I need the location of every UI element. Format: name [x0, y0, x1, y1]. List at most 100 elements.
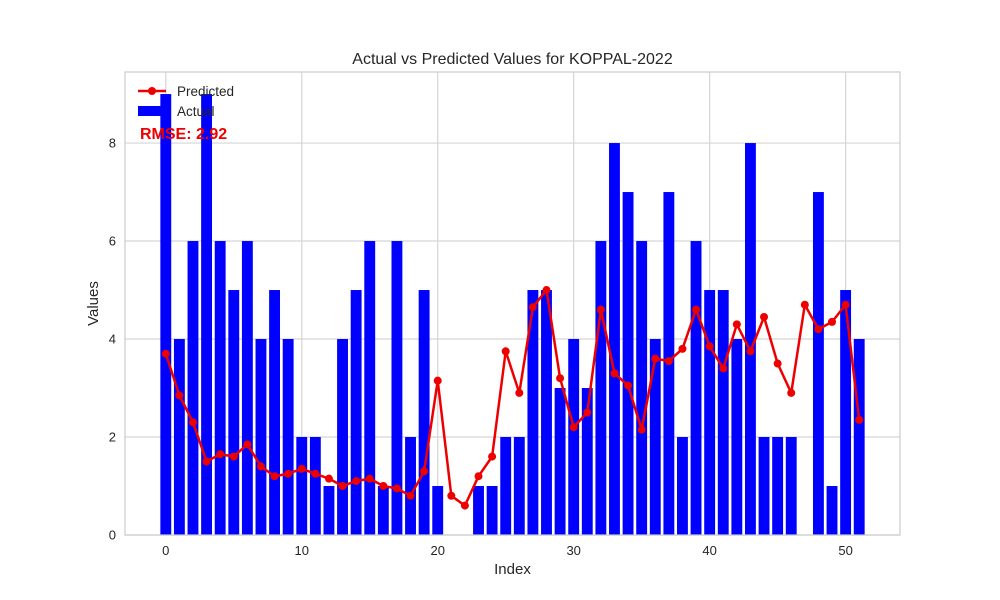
actual-bar [228, 290, 240, 535]
legend-actual-swatch [138, 106, 166, 116]
actual-bar [527, 290, 539, 535]
actual-bar [704, 290, 716, 535]
plot-area [125, 72, 900, 535]
actual-bar [622, 192, 634, 535]
predicted-point [760, 312, 769, 321]
predicted-point [297, 464, 306, 473]
predicted-point [501, 347, 510, 356]
actual-bar [350, 290, 362, 535]
actual-bar [690, 241, 702, 536]
actual-bar [758, 437, 770, 535]
x-tick-label: 50 [838, 543, 852, 558]
predicted-point [528, 303, 537, 312]
legend-predicted-label: Predicted [177, 84, 234, 99]
actual-bar [391, 241, 403, 536]
actual-bar [173, 339, 185, 535]
actual-bar [677, 437, 688, 535]
actual-bar [853, 339, 865, 535]
predicted-point [352, 477, 361, 486]
actual-bar [337, 339, 348, 535]
predicted-series [161, 286, 864, 510]
x-tick-labels: 0 10 20 30 40 50 [162, 543, 853, 558]
predicted-point [392, 484, 401, 493]
actual-bars [160, 94, 865, 536]
predicted-point [270, 472, 279, 481]
actual-bar [513, 437, 525, 535]
predicted-point [556, 374, 565, 383]
x-tick-label: 10 [295, 543, 309, 558]
predicted-point [488, 452, 497, 461]
predicted-point [447, 491, 456, 500]
predicted-point [596, 305, 605, 314]
actual-bar [541, 290, 552, 535]
legend: Predicted Actual [138, 84, 234, 119]
actual-bar [255, 339, 267, 535]
x-tick-label: 40 [702, 543, 716, 558]
x-tick-label: 20 [430, 543, 444, 558]
actual-bar [214, 241, 226, 536]
predicted-point [719, 364, 728, 373]
predicted-point [637, 425, 646, 434]
actual-bar [717, 290, 729, 535]
actual-bar [269, 290, 280, 535]
actual-bar [323, 486, 335, 535]
predicted-point [188, 418, 197, 427]
predicted-point [583, 408, 592, 417]
legend-actual-label: Actual [177, 104, 215, 119]
actual-bar [581, 388, 593, 535]
y-tick-label: 2 [109, 430, 116, 445]
actual-bar [364, 241, 376, 536]
actual-bar [840, 290, 852, 535]
actual-bar [500, 437, 512, 535]
predicted-point [202, 457, 211, 466]
predicted-point [365, 474, 374, 483]
y-tick-label: 6 [109, 234, 116, 249]
actual-bar [418, 290, 430, 535]
predicted-point [338, 482, 347, 491]
predicted-point [542, 286, 551, 295]
predicted-point [855, 415, 864, 424]
predicted-point [515, 388, 524, 397]
predicted-point [841, 300, 850, 309]
actual-bar [432, 486, 444, 535]
predicted-point [814, 325, 823, 334]
predicted-point [678, 344, 687, 353]
predicted-point [732, 320, 741, 329]
y-axis-label: Values [85, 281, 102, 326]
rmse-annotation: RMSE: 2.92 [140, 126, 227, 143]
predicted-point [420, 467, 429, 476]
predicted-point [256, 462, 265, 471]
legend-predicted-marker [148, 87, 156, 95]
actual-bar [486, 486, 498, 535]
actual-bar [649, 339, 661, 535]
predicted-point [569, 423, 578, 432]
plot-frame [124, 71, 901, 536]
actual-bar [785, 437, 797, 535]
predicted-line [164, 288, 861, 507]
actual-bar [187, 241, 199, 536]
actual-bar [160, 94, 172, 536]
actual-bar [405, 437, 416, 535]
actual-bar [745, 143, 756, 535]
actual-bar [595, 241, 607, 536]
predicted-point [828, 317, 837, 326]
actual-bar [201, 94, 213, 536]
actual-bar [568, 339, 580, 535]
actual-bar [812, 192, 824, 535]
predicted-point [787, 388, 796, 397]
y-tick-labels: 0 2 4 6 8 [109, 136, 116, 543]
y-tick-label: 4 [109, 332, 116, 347]
predicted-point [610, 369, 619, 378]
chart-title: Actual vs Predicted Values for KOPPAL-20… [352, 51, 673, 68]
predicted-point [746, 347, 755, 356]
predicted-point [311, 469, 320, 478]
y-tick-label: 0 [109, 528, 116, 543]
predicted-point [284, 469, 293, 478]
predicted-point [773, 359, 782, 368]
actual-bar [377, 486, 389, 535]
predicted-point [800, 300, 809, 309]
predicted-point [324, 474, 333, 483]
predicted-point [705, 342, 714, 351]
predicted-point [460, 501, 469, 510]
